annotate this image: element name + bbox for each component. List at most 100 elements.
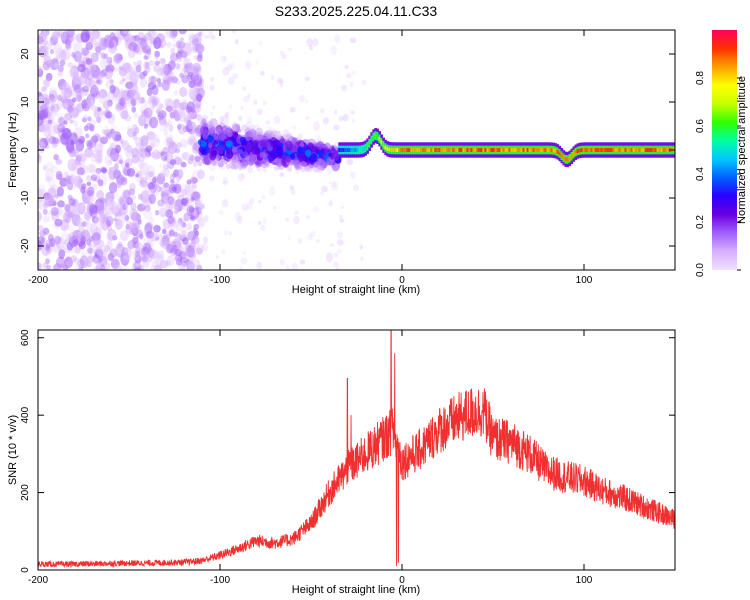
heatmap-cell <box>71 162 78 172</box>
heatmap-cell <box>54 235 62 245</box>
heatmap-cell <box>341 84 348 92</box>
heatmap-cell <box>60 31 70 44</box>
heatmap-cell <box>556 149 560 154</box>
heatmap-cell <box>135 262 140 268</box>
heatmap-cell <box>86 189 94 197</box>
heatmap-cell <box>125 81 134 90</box>
heatmap-cell <box>39 230 46 237</box>
heatmap-cell <box>66 144 75 154</box>
heatmap-marks <box>38 30 675 270</box>
heatmap-cell <box>126 89 135 100</box>
heatmap-cell <box>276 77 283 84</box>
heatmap-cell <box>160 151 168 162</box>
heatmap-cell <box>177 169 184 179</box>
heatmap-cell <box>650 148 654 152</box>
heatmap-cell <box>142 187 150 198</box>
heatmap-cell <box>444 148 448 152</box>
heatmap-cell <box>289 106 296 113</box>
heatmap-cell <box>279 83 284 88</box>
chart-title: S233.2025.225.04.11.C33 <box>275 3 438 19</box>
heatmap-cell <box>96 79 101 84</box>
heatmap-cell <box>163 182 170 188</box>
heatmap-cell <box>282 129 290 138</box>
heatmap-cell <box>187 85 196 99</box>
heatmap-cell <box>179 86 188 98</box>
heatmap-cell <box>528 148 532 152</box>
heatmap-cell <box>351 118 356 124</box>
heatmap-cell <box>144 32 152 41</box>
heatmap-cell <box>430 148 433 152</box>
heatmap-cell <box>38 43 43 50</box>
heatmap-cell <box>157 112 164 121</box>
heatmap-cell <box>151 98 157 105</box>
heatmap-cell <box>120 176 128 186</box>
heatmap-cell <box>49 35 58 46</box>
heatmap-cell <box>163 164 169 170</box>
heatmap-cell <box>60 95 68 104</box>
heatmap-cell <box>41 96 50 106</box>
heatmap-cell <box>562 155 566 160</box>
heatmap-cell <box>149 116 159 129</box>
heatmap-cell <box>262 217 267 224</box>
snr-y-tick-label: 200 <box>20 484 31 501</box>
heatmap-cell <box>108 201 115 211</box>
heatmap-cell <box>572 152 576 157</box>
heatmap-cell <box>153 63 161 73</box>
heatmap-cell <box>38 95 45 107</box>
heatmap-cell <box>170 179 175 184</box>
heatmap-cell <box>111 132 116 140</box>
heatmap-cell <box>220 55 227 63</box>
heatmap-cell <box>223 160 228 165</box>
heatmap-cell <box>60 90 69 101</box>
heatmap-cell <box>333 252 338 258</box>
heatmap-cell <box>173 98 181 106</box>
heatmap-cell <box>630 148 634 152</box>
heatmap-cell <box>209 84 215 91</box>
heatmap-cell <box>54 193 59 199</box>
heatmap-cell <box>143 61 150 70</box>
heatmap-cell <box>150 76 157 84</box>
heatmap-cell <box>225 163 231 170</box>
heatmap-cell <box>106 70 114 78</box>
heatmap-cell <box>170 47 176 54</box>
heatmap-cell <box>113 206 123 219</box>
heatmap-y-tick-label: 10 <box>20 96 31 108</box>
heatmap-cell <box>122 30 132 35</box>
heatmap-cell <box>414 148 417 152</box>
heatmap-cell <box>88 247 93 255</box>
heatmap-cell <box>118 159 124 165</box>
heatmap-cell <box>202 134 208 140</box>
heatmap-cell <box>168 134 174 140</box>
heatmap-cell <box>86 70 95 81</box>
heatmap-cell <box>42 61 50 71</box>
heatmap-cell <box>438 148 442 152</box>
heatmap-cell <box>61 231 70 243</box>
heatmap-cell <box>50 184 58 194</box>
heatmap-cell <box>43 202 49 208</box>
heatmap-cell <box>56 186 64 197</box>
heatmap-cell <box>526 148 530 152</box>
heatmap-cell <box>159 260 169 269</box>
heatmap-cell <box>106 56 113 64</box>
heatmap-cell <box>58 249 66 260</box>
heatmap-cell <box>122 204 127 211</box>
heatmap-cell <box>256 108 263 116</box>
heatmap-cell <box>124 162 130 168</box>
heatmap-cell <box>169 173 176 182</box>
heatmap-cell <box>104 66 109 73</box>
heatmap-cell <box>175 62 181 70</box>
heatmap-cell <box>163 132 170 139</box>
heatmap-cell <box>418 148 421 152</box>
heatmap-cell <box>242 251 247 255</box>
heatmap-cell <box>55 170 63 181</box>
heatmap-cell <box>348 148 351 152</box>
heatmap-cell <box>315 238 320 244</box>
heatmap-cell <box>105 208 112 215</box>
heatmap-cell <box>54 218 63 227</box>
heatmap-cell <box>121 77 127 82</box>
heatmap-cell <box>129 83 139 95</box>
heatmap-cell <box>38 153 41 159</box>
heatmap-cell <box>67 158 77 172</box>
snr-x-tick-label: 100 <box>576 575 593 586</box>
heatmap-cell <box>44 251 50 257</box>
